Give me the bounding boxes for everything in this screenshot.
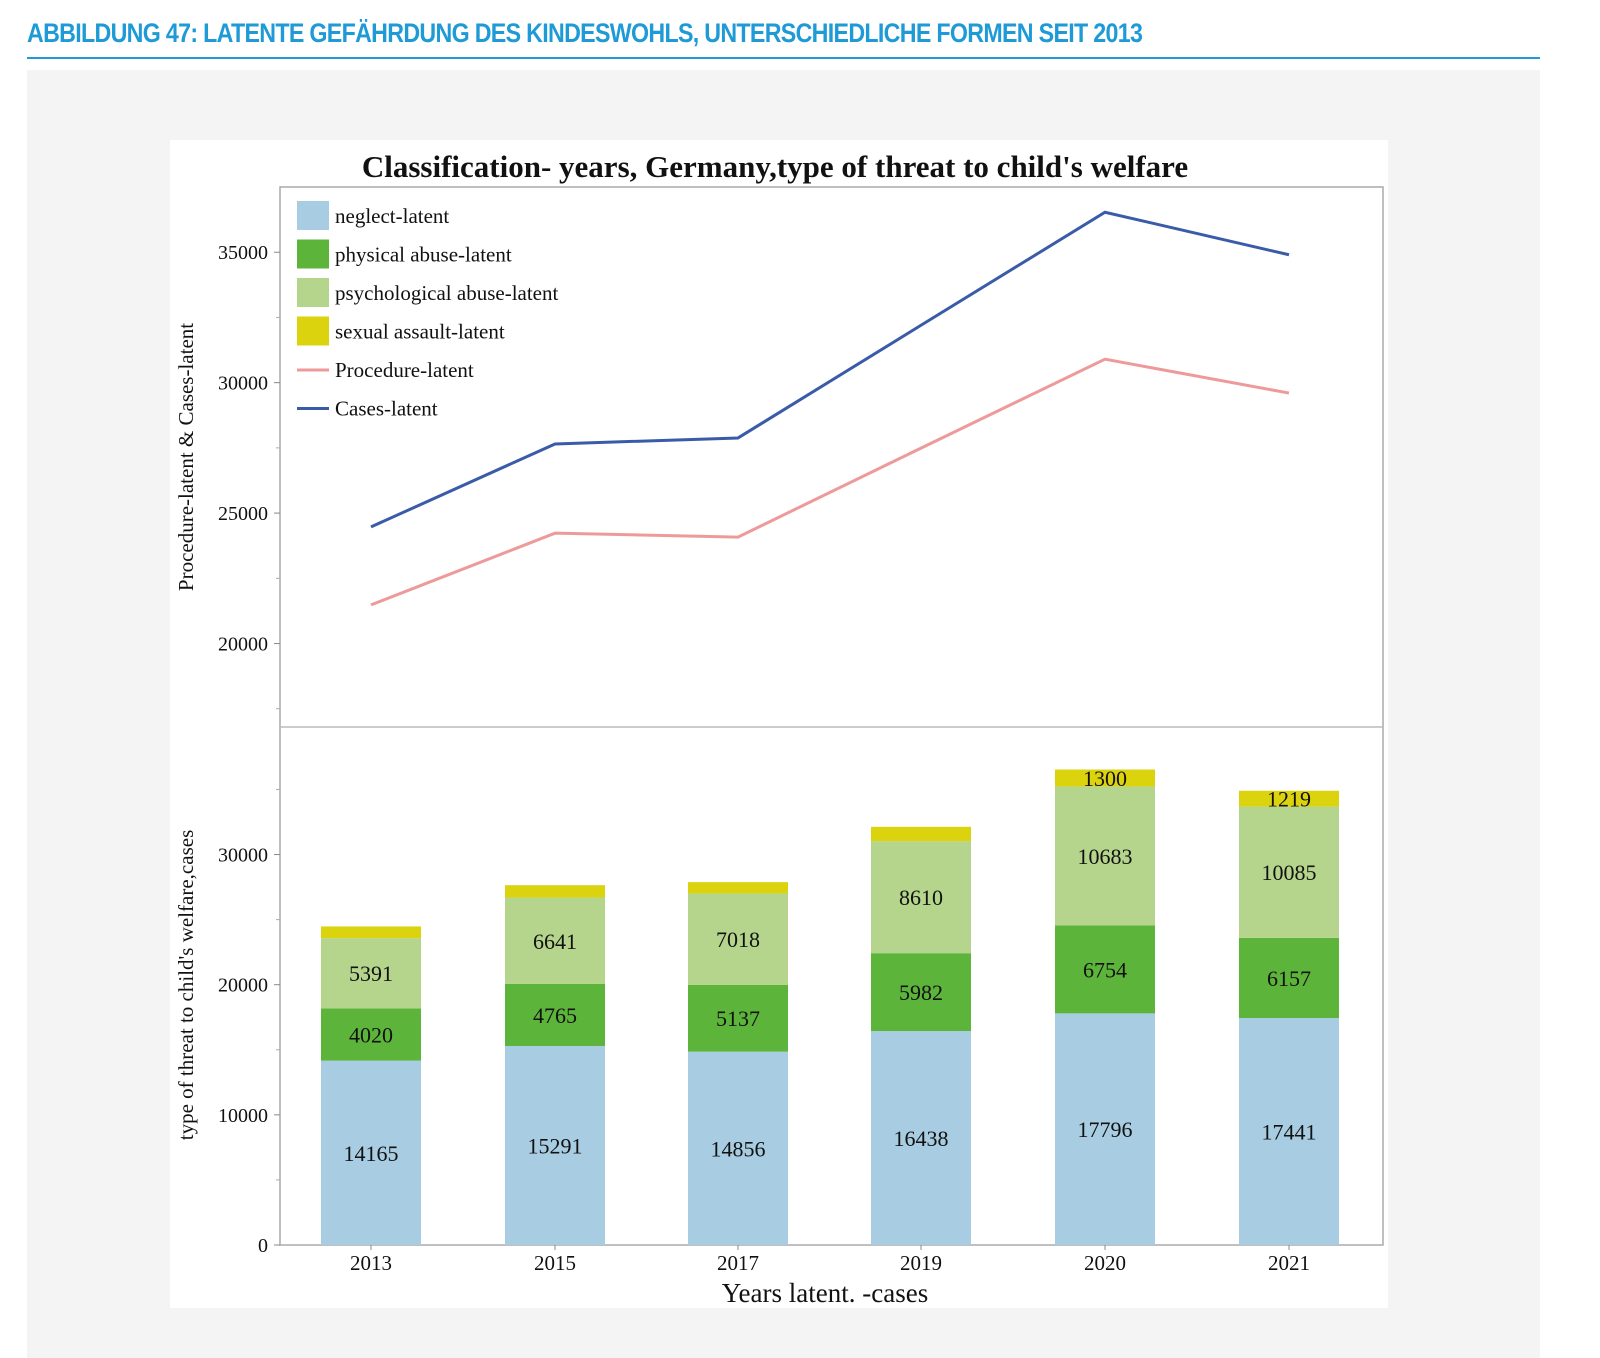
bar-psychological-abuse-latent-2019	[871, 841, 971, 954]
legend-label: psychological abuse-latent	[335, 281, 559, 305]
bar-sexual-assault-latent-2013	[321, 926, 421, 939]
bar-neglect-latent-2019	[871, 1031, 971, 1245]
bar-data-label: 5982	[899, 980, 943, 1005]
legend-label: sexual assault-latent	[335, 320, 505, 344]
x-tick-label: 2019	[900, 1251, 942, 1275]
bottom-y-tick-label: 30000	[218, 845, 268, 867]
bottom-y-tick-label: 20000	[218, 975, 268, 997]
legend-label: physical abuse-latent	[335, 243, 512, 267]
bar-psychological-abuse-latent-2015	[505, 897, 605, 984]
x-tick-label: 2017	[717, 1251, 759, 1275]
bar-sexual-assault-latent-2015	[505, 885, 605, 898]
bar-data-label: 4020	[349, 1022, 393, 1047]
bar-physical-abuse-latent-2013	[321, 1008, 421, 1061]
bar-data-label: 17441	[1262, 1120, 1317, 1145]
bar-data-label: 7018	[716, 927, 760, 952]
line-Procedure-latent	[370, 357, 1290, 607]
bottom-y-tick-label: 0	[258, 1235, 268, 1257]
x-tick-label: 2013	[350, 1251, 392, 1275]
bar-data-label: 1219	[1267, 787, 1311, 812]
top-y-tick-label: 30000	[218, 373, 268, 395]
x-axis-title: Years latent. -cases	[722, 1278, 928, 1308]
top-y-axis-title: Procedure-latent & Cases-latent	[174, 323, 198, 591]
x-tick-label: 2020	[1084, 1251, 1126, 1275]
bar-neglect-latent-2020	[1055, 1013, 1155, 1245]
bar-physical-abuse-latent-2015	[505, 983, 605, 1046]
heading-rule	[27, 57, 1540, 59]
bar-physical-abuse-latent-2020	[1055, 925, 1155, 1014]
bar-sexual-assault-latent-2020	[1055, 769, 1155, 787]
bar-data-label: 15291	[528, 1133, 583, 1158]
x-tick-label: 2021	[1268, 1251, 1310, 1275]
bar-data-label: 1300	[1083, 766, 1127, 791]
bar-neglect-latent-2013	[321, 1060, 421, 1245]
bar-data-label: 16438	[894, 1126, 949, 1151]
bottom-y-axis-title: type of threat to child's welfare,cases	[174, 830, 198, 1141]
figure-heading: ABBILDUNG 47: LATENTE GEFÄHRDUNG DES KIN…	[27, 18, 1143, 48]
x-tick-label: 2015	[534, 1251, 576, 1275]
bar-psychological-abuse-latent-2013	[321, 938, 421, 1009]
bar-physical-abuse-latent-2019	[871, 953, 971, 1032]
bar-data-label: 10085	[1262, 860, 1317, 885]
legend-swatch-physical-abuse-latent	[297, 239, 329, 269]
bar-sexual-assault-latent-2021	[1239, 790, 1339, 807]
bar-data-label: 5391	[349, 961, 393, 986]
bar-data-label: 14856	[711, 1136, 766, 1161]
legend-label: Procedure-latent	[335, 358, 474, 382]
bar-data-label: 14165	[344, 1141, 399, 1166]
bottom-y-tick-label: 10000	[218, 1105, 268, 1127]
bar-psychological-abuse-latent-2020	[1055, 786, 1155, 926]
bar-psychological-abuse-latent-2017	[688, 893, 788, 985]
line-Cases-latent	[370, 210, 1290, 529]
bar-data-label: 6754	[1083, 957, 1127, 982]
bar-data-label: 5137	[716, 1006, 760, 1031]
bar-data-label: 10683	[1078, 844, 1133, 869]
bar-neglect-latent-2017	[688, 1051, 788, 1245]
legend-swatch-neglect-latent	[297, 201, 329, 230]
bar-sexual-assault-latent-2019	[871, 826, 971, 842]
bar-data-label: 6157	[1267, 966, 1311, 991]
plot-frame	[279, 186, 1384, 1246]
top-y-tick-label: 25000	[218, 503, 268, 525]
legend-label: neglect-latent	[335, 204, 449, 228]
chart-title: Classification- years, Germany,type of t…	[362, 149, 1188, 184]
bar-data-label: 17796	[1078, 1117, 1133, 1142]
bar-data-label: 4765	[533, 1003, 577, 1028]
legend-swatch-sexual-assault-latent	[297, 316, 329, 346]
bar-physical-abuse-latent-2021	[1239, 937, 1339, 1019]
top-y-tick-label: 20000	[218, 634, 268, 656]
bar-physical-abuse-latent-2017	[688, 984, 788, 1052]
legend-swatch-psychological-abuse-latent	[297, 278, 329, 307]
bar-neglect-latent-2015	[505, 1045, 605, 1245]
legend-label: Cases-latent	[335, 397, 438, 421]
bar-sexual-assault-latent-2017	[688, 882, 788, 894]
bar-data-label: 8610	[899, 885, 943, 910]
top-y-tick-label: 35000	[218, 242, 268, 264]
bar-psychological-abuse-latent-2021	[1239, 806, 1339, 938]
bar-neglect-latent-2021	[1239, 1018, 1339, 1245]
bar-data-label: 6641	[533, 929, 577, 954]
